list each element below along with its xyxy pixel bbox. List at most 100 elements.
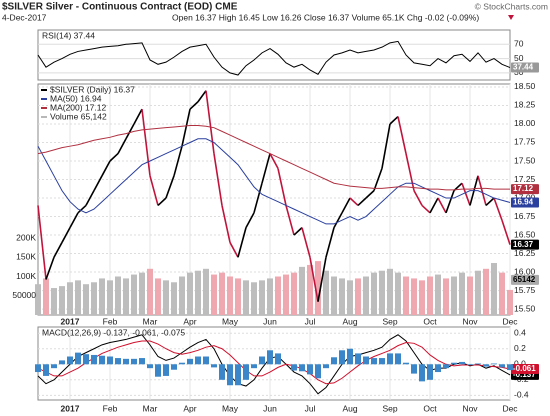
histogram-bar [35, 364, 41, 373]
x-tick-label: Apr [183, 316, 196, 326]
y-tick-label: 16.75 [514, 211, 536, 221]
price-segment [69, 212, 79, 229]
histogram-bar [251, 364, 257, 369]
volume-bar [131, 274, 137, 315]
price-segment [445, 190, 455, 214]
volume-bar [499, 272, 505, 315]
volume-bar [419, 280, 425, 315]
y-tick-label: 50 [514, 53, 524, 63]
price-segment [37, 205, 47, 280]
histogram-bar [171, 364, 177, 370]
volume-bar [491, 263, 497, 315]
volume-bar [403, 276, 409, 315]
histogram-bar [211, 364, 217, 368]
histogram-bar [275, 353, 281, 365]
price-segment [117, 138, 127, 154]
histogram-bar [291, 364, 297, 371]
histogram-bar [227, 364, 233, 386]
price-segment [349, 197, 359, 207]
y-tick-label: 70 [514, 39, 524, 49]
histogram-bar [307, 364, 313, 375]
volume-bar [99, 278, 105, 315]
price-segment [85, 190, 95, 206]
price-segment [189, 101, 199, 110]
x-tick-label: Oct [423, 403, 437, 413]
volume-bar [243, 280, 249, 315]
histogram-bar [51, 364, 57, 369]
volume-bar [187, 272, 193, 315]
y-tick-label: 16.25 [514, 248, 536, 258]
price-segment [461, 182, 471, 206]
volume-bar [451, 276, 457, 315]
price-segment [493, 197, 503, 221]
date: 4-Dec-2017 [2, 12, 47, 22]
histogram-bar [411, 364, 417, 374]
histogram-bar [491, 363, 497, 365]
volume-bar [323, 270, 329, 315]
legend-label: Volume 65,142 [50, 111, 107, 121]
histogram-bar [147, 364, 153, 369]
volume-bar [35, 284, 41, 315]
volume-bar [219, 272, 225, 315]
volume-bar [411, 278, 417, 315]
histogram-bar [195, 356, 201, 365]
price-segment [309, 257, 319, 302]
histogram-bar [499, 364, 505, 368]
x-tick-label: May [222, 403, 239, 413]
volume-bar [43, 278, 49, 315]
price-segment [221, 205, 231, 243]
down-arrow [508, 15, 514, 20]
histogram-bar [387, 353, 393, 365]
price-segment [405, 153, 415, 191]
histogram-bar [235, 364, 241, 386]
y-tick-label: -0.4 [514, 390, 529, 400]
panel [37, 29, 511, 81]
y-tick-label: 17.00 [514, 192, 536, 202]
x-tick-label: 2017 [61, 403, 80, 413]
x-tick-label: Dec [502, 316, 518, 326]
price-segment [373, 168, 383, 191]
volume-bar [179, 276, 185, 315]
histogram-bar [187, 358, 193, 365]
x-tick-label: Apr [183, 403, 196, 413]
price-segment [317, 257, 327, 302]
y-tick-label: 16.00 [514, 266, 536, 276]
volume-bar [147, 268, 153, 315]
legend-label: MA(200) 17.12 [50, 102, 106, 112]
y-tick-label: 17.50 [514, 155, 536, 165]
price-segment [341, 197, 351, 214]
volume-bar [379, 270, 385, 315]
quote: Open 16.37 High 16.45 Low 16.26 Close 16… [172, 12, 479, 22]
histogram-bar [443, 364, 449, 369]
histogram-bar [475, 363, 481, 365]
volume-bar [475, 270, 481, 315]
volume-bar [507, 289, 513, 315]
price-segment [245, 212, 255, 229]
series-line [37, 340, 511, 385]
volume-bar [291, 272, 297, 315]
price-segment [133, 108, 143, 125]
volume-bar [459, 272, 465, 315]
value-tag [511, 197, 539, 208]
price-segment [333, 212, 343, 229]
volume-bar [195, 270, 201, 315]
volume-bar [427, 276, 433, 315]
histogram-bar [115, 358, 121, 365]
x-tick-label: Mar [143, 316, 158, 326]
histogram-bar [43, 364, 49, 376]
volume-bar [363, 276, 369, 315]
y-tick-label: 18.25 [514, 100, 536, 110]
volume-bar [275, 276, 281, 315]
price-segment [45, 256, 55, 280]
volume-bar [435, 274, 441, 315]
series-line [37, 124, 510, 191]
volume-bar [171, 282, 177, 315]
volume-bar [59, 286, 65, 315]
legend-swatch [41, 89, 47, 91]
rsi-line [37, 40, 511, 76]
volume-bar [155, 278, 161, 315]
price-segment [77, 204, 87, 214]
x-tick-label: Aug [342, 316, 357, 326]
legend-label: MA(50) 16.94 [50, 93, 102, 103]
price-segment [173, 145, 183, 177]
